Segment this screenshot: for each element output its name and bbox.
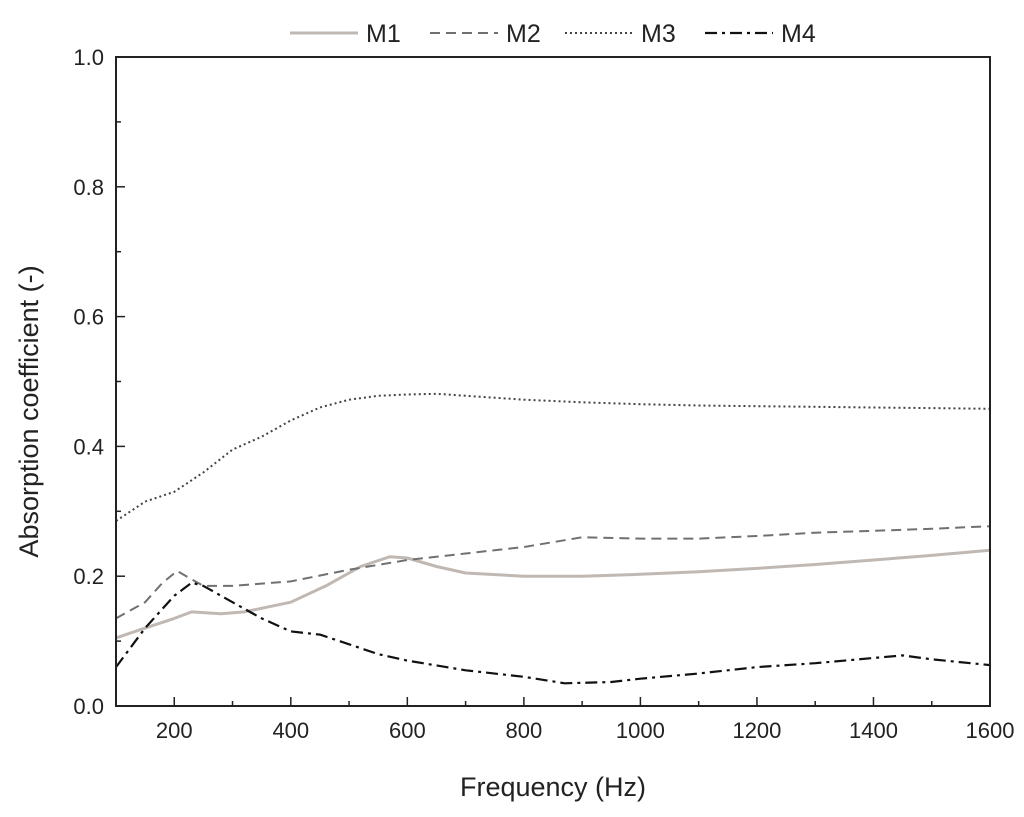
- x-tick-label: 1200: [732, 718, 781, 743]
- plot-frame: [115, 56, 991, 707]
- legend-label-m1: M1: [366, 20, 401, 48]
- series-line-m4: [115, 581, 991, 685]
- y-tick-label: 0.6: [73, 305, 104, 330]
- y-axis: 0.0 0.2 0.4 0.6 0.8 1.0: [73, 45, 125, 719]
- series-layer: [115, 392, 991, 685]
- legend-label-m2: M2: [506, 20, 541, 48]
- x-tick-label: 1000: [616, 718, 665, 743]
- y-tick-label: 0.8: [73, 175, 104, 200]
- x-tick-label: 1600: [966, 718, 1015, 743]
- x-tick-label: 400: [272, 718, 309, 743]
- y-tick-label: 1.0: [73, 45, 104, 70]
- series-line-m2: [115, 525, 991, 620]
- x-tick-label: 200: [156, 718, 193, 743]
- legend-label-m4: M4: [781, 20, 816, 48]
- x-tick-label: 1400: [849, 718, 898, 743]
- y-tick-label: 0.0: [73, 694, 104, 719]
- x-axis: 200 400 600 800 1000 1200 1400 1600: [115, 697, 1015, 743]
- x-tick-label: 800: [506, 718, 543, 743]
- y-tick-label: 0.2: [73, 564, 104, 589]
- legend-label-m3: M3: [641, 20, 676, 48]
- x-axis-title: Frequency (Hz): [460, 772, 646, 802]
- series-line-m3: [115, 392, 991, 522]
- y-tick-label: 0.4: [73, 434, 104, 459]
- y-axis-title: Absorption coefficient (-): [14, 265, 44, 557]
- x-tick-label: 600: [389, 718, 426, 743]
- legend: M1 M2 M3 M4: [290, 20, 816, 48]
- series-line-m1: [115, 548, 991, 640]
